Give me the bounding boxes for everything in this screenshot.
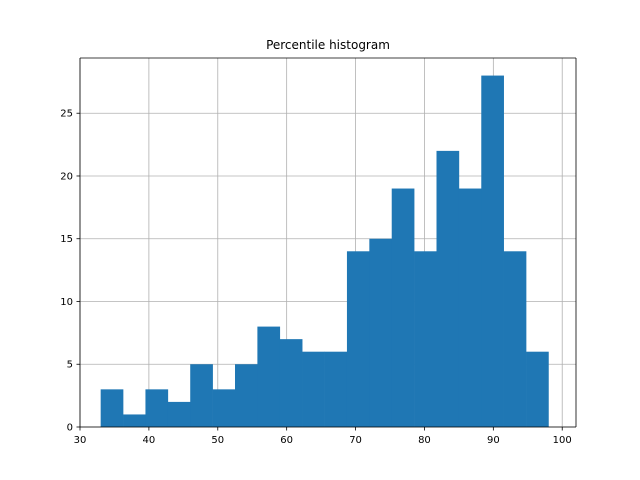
y-tick-label: 20 xyxy=(60,171,73,182)
histogram-bar xyxy=(190,364,213,427)
x-tick-label: 100 xyxy=(553,435,572,446)
histogram-bar xyxy=(100,389,124,427)
histogram-bar xyxy=(369,238,393,427)
histogram-bar xyxy=(212,389,236,427)
histogram-bar xyxy=(257,326,281,427)
histogram-bar xyxy=(279,339,303,427)
histogram-bar xyxy=(346,251,370,427)
histogram-bar xyxy=(503,251,527,427)
histogram-bar xyxy=(302,351,325,427)
histogram-bar xyxy=(526,351,549,427)
histogram-bar xyxy=(414,251,437,427)
x-tick-label: 50 xyxy=(211,435,224,446)
histogram-bar xyxy=(458,188,482,427)
x-tick-label: 80 xyxy=(418,435,431,446)
y-tick-label: 5 xyxy=(67,360,73,371)
histogram-bar xyxy=(324,351,348,427)
x-tick-label: 40 xyxy=(143,435,156,446)
y-tick-label: 15 xyxy=(60,234,73,245)
x-tick-label: 70 xyxy=(349,435,362,446)
histogram-bar xyxy=(123,414,146,427)
tick-marks-and-labels: 30 40 50 60 70 80 90 100 0 5 10 15 20 25 xyxy=(60,109,572,446)
histogram-bars xyxy=(100,75,549,428)
y-tick-label: 0 xyxy=(67,423,73,434)
histogram-bar xyxy=(235,364,258,427)
histogram-bar xyxy=(167,401,191,427)
histogram-bar xyxy=(481,75,504,428)
x-tick-label: 30 xyxy=(74,435,87,446)
chart-title: Percentile histogram xyxy=(266,38,390,52)
y-tick-label: 25 xyxy=(60,109,73,120)
histogram-bar xyxy=(391,188,415,427)
y-tick-label: 10 xyxy=(60,297,73,308)
histogram-bar xyxy=(145,389,169,427)
x-tick-label: 90 xyxy=(487,435,500,446)
x-tick-label: 60 xyxy=(280,435,293,446)
histogram-bar xyxy=(436,150,460,427)
